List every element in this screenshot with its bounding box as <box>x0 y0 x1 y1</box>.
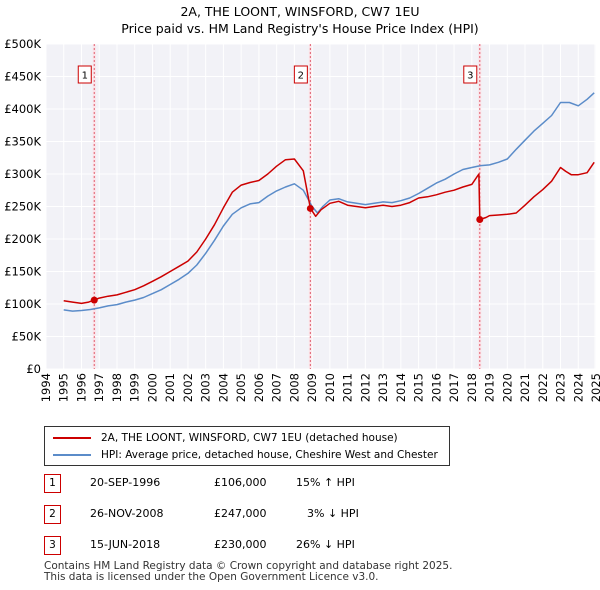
x-tick-label: 2020 <box>500 373 514 402</box>
y-tick-label: £450K <box>4 70 41 84</box>
x-tick-label: 2005 <box>234 373 248 402</box>
x-tick-label: 2006 <box>252 373 266 402</box>
sale-price: £106,000 <box>214 476 267 489</box>
legend-item-hpi: HPI: Average price, detached house, Ches… <box>53 447 438 463</box>
sale-date: 26-NOV-2008 <box>90 507 164 520</box>
x-tick-label: 2022 <box>536 373 550 402</box>
x-tick-label: 2003 <box>199 373 213 402</box>
x-tick-label: 2010 <box>323 373 337 402</box>
legend-label-property: 2A, THE LOONT, WINSFORD, CW7 1EU (detach… <box>101 432 398 444</box>
sale-date: 20-SEP-1996 <box>90 476 161 489</box>
sale-number-badge: 1 <box>44 474 61 493</box>
legend: 2A, THE LOONT, WINSFORD, CW7 1EU (detach… <box>44 426 450 466</box>
x-tick-label: 2011 <box>341 373 355 402</box>
series-line-property <box>63 158 595 305</box>
y-tick-label: £50K <box>12 330 42 344</box>
footer-copyright: Contains HM Land Registry data © Crown c… <box>44 560 453 572</box>
sale-hpi-diff: 26% ↓ HPI <box>296 538 355 551</box>
x-tick-label: 2012 <box>358 373 372 402</box>
legend-item-property: 2A, THE LOONT, WINSFORD, CW7 1EU (detach… <box>53 430 398 446</box>
sale-marker-box <box>293 65 308 84</box>
x-tick-label: 2014 <box>394 373 408 402</box>
x-tick-label: 1997 <box>92 373 106 402</box>
y-tick-label: £150K <box>4 265 41 279</box>
y-tick-label: £0 <box>26 362 41 376</box>
sale-point <box>90 296 98 304</box>
y-tick-label: £250K <box>4 200 41 214</box>
x-tick-label: 2002 <box>181 373 195 402</box>
x-tick-label: 2016 <box>429 373 443 402</box>
y-tick-label: £300K <box>4 167 41 181</box>
x-tick-label: 2018 <box>465 373 479 402</box>
future-region <box>594 44 596 369</box>
sale-hpi-diff: 15% ↑ HPI <box>296 476 355 489</box>
footer-licence: This data is licensed under the Open Gov… <box>44 571 379 583</box>
x-tick-label: 2015 <box>412 373 426 402</box>
legend-swatch-property <box>53 437 91 439</box>
sale-marker-box <box>463 65 478 84</box>
sale-number-badge: 3 <box>44 536 61 555</box>
chart: £0 £50K £100K £150K £200K £250K £300K £350K £400… <box>4 37 600 402</box>
sale-number-badge: 2 <box>44 505 61 524</box>
chart-title: 2A, THE LOONT, WINSFORD, CW7 1EU <box>180 4 420 19</box>
legend-swatch-hpi <box>53 454 91 456</box>
x-tick-label: 1994 <box>39 373 53 402</box>
x-tick-label: 1999 <box>128 373 142 402</box>
sale-point <box>476 216 484 223</box>
x-tick-label: 2013 <box>376 373 390 402</box>
sale-hpi-diff: 3% ↓ HPI <box>307 507 359 520</box>
x-tick-label: 2025 <box>589 373 600 402</box>
footer: Contains HM Land Registry data © Crown c… <box>44 561 452 583</box>
x-tick-label: 2001 <box>163 373 177 402</box>
chart-subtitle: Price paid vs. HM Land Registry's House … <box>121 21 479 36</box>
x-tick-label: 2024 <box>571 373 585 402</box>
sale-row: 3 15-JUN-2018 £230,000 26% ↓ HPI <box>44 536 464 555</box>
sale-date: 15-JUN-2018 <box>90 538 161 551</box>
x-tick-label: 2000 <box>145 373 159 402</box>
x-tick-label: 2017 <box>447 373 461 402</box>
y-tick-label: £400K <box>4 102 41 116</box>
x-tick-label: 2019 <box>483 373 497 402</box>
sale-point <box>306 204 314 212</box>
y-tick-label: £500K <box>4 37 41 51</box>
sale-price: £230,000 <box>214 538 267 551</box>
y-tick-label: £100K <box>4 297 41 311</box>
x-tick-label: 1996 <box>74 373 88 402</box>
series-line-hpi <box>63 92 595 312</box>
x-tick-label: 1998 <box>110 373 124 402</box>
sale-marker-label: 1 <box>82 71 88 82</box>
sale-marker-label: 3 <box>467 71 473 82</box>
x-tick-label: 1995 <box>57 373 71 402</box>
sale-price: £247,000 <box>214 507 267 520</box>
sale-marker-box <box>77 65 92 84</box>
x-tick-label: 2007 <box>270 373 284 402</box>
y-tick-label: £200K <box>4 232 41 246</box>
x-tick-label: 2004 <box>216 373 230 402</box>
sale-row: 1 20-SEP-1996 £106,000 15% ↑ HPI <box>44 474 464 493</box>
x-tick-label: 2023 <box>554 373 568 402</box>
sale-row: 2 26-NOV-2008 £247,000 3% ↓ HPI <box>44 505 464 524</box>
x-tick-label: 2008 <box>287 373 301 402</box>
sale-marker-label: 2 <box>298 71 304 82</box>
x-tick-label: 2021 <box>518 373 532 402</box>
x-tick-label: 2009 <box>305 373 319 402</box>
legend-label-hpi: HPI: Average price, detached house, Ches… <box>101 449 438 461</box>
y-tick-label: £350K <box>4 135 41 149</box>
